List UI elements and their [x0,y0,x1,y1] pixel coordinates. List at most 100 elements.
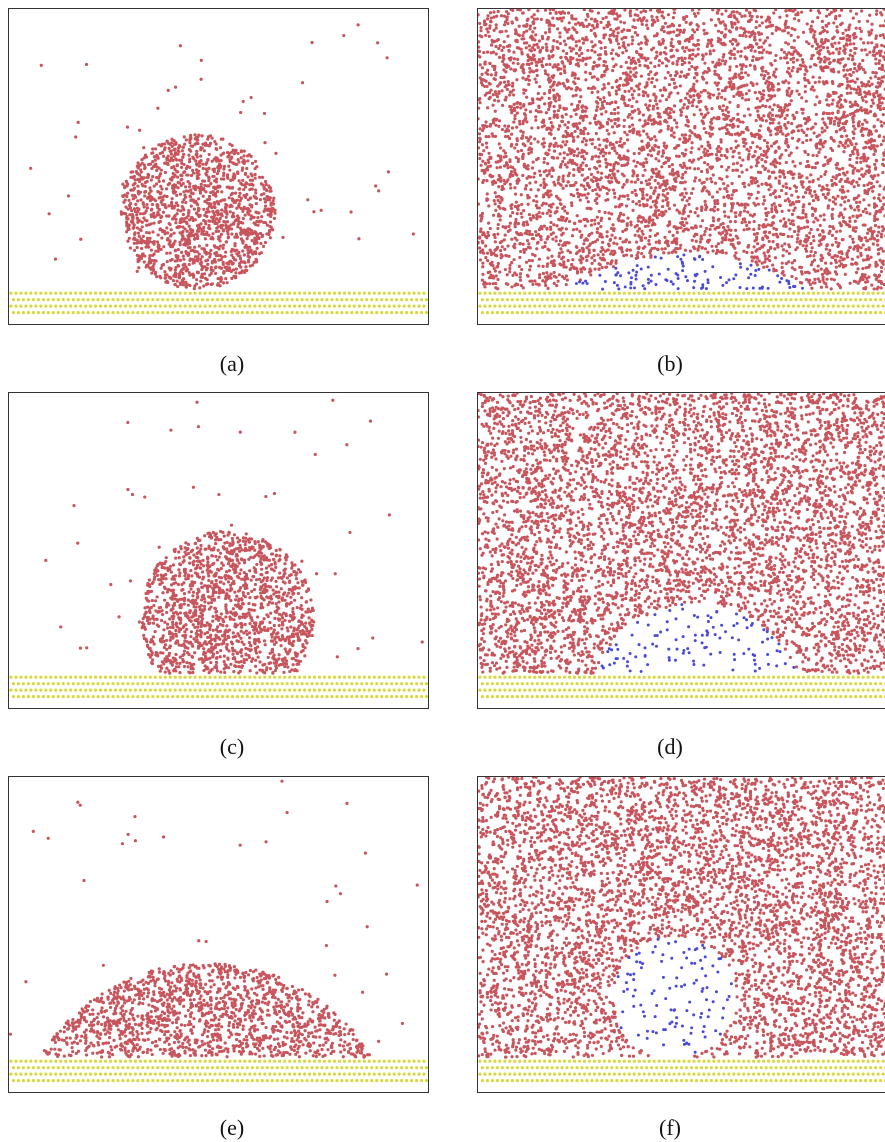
liquid-particle [839,134,843,138]
liquid-particle [207,223,211,228]
substrate-particle [253,291,257,295]
liquid-particle [151,264,155,268]
liquid-particle [153,163,157,167]
substrate-particle [312,304,317,308]
liquid-particle [528,232,532,236]
liquid-particle [664,187,668,191]
substrate-particle [51,310,55,315]
liquid-particle [790,26,794,31]
liquid-particle [245,237,249,241]
liquid-particle [157,143,161,147]
liquid-particle [525,120,529,124]
liquid-particle [234,267,239,271]
liquid-particle [177,144,182,148]
liquid-particle [486,230,490,235]
liquid-particle [496,232,500,236]
substrate-particle [821,304,825,308]
liquid-particle [498,146,503,150]
substrate-particle [360,298,364,302]
liquid-particle [671,61,675,65]
liquid-particle [870,143,874,148]
liquid-particle [565,278,569,282]
liquid-particle [197,229,201,233]
substrate-particle [233,304,237,308]
liquid-particle [630,190,634,195]
liquid-particle [185,282,189,287]
liquid-particle [525,229,529,233]
liquid-particle [731,122,735,127]
liquid-particle [240,260,245,264]
liquid-particle [602,63,606,68]
liquid-particle [770,117,774,121]
liquid-particle [622,254,626,258]
liquid-particle [882,135,885,139]
liquid-particle [565,211,569,215]
liquid-particle [215,209,219,213]
liquid-particle [699,155,703,160]
liquid-particle [589,172,594,176]
liquid-particle [219,226,223,230]
liquid-particle [752,232,757,236]
liquid-particle [207,197,212,201]
liquid-particle [614,205,618,209]
liquid-particle [188,141,192,145]
liquid-particle [771,88,775,92]
substrate-particle [108,304,113,308]
substrate-particle [575,298,579,302]
liquid-particle [132,186,137,190]
liquid-particle [528,24,533,28]
liquid-particle [705,149,710,153]
liquid-particle [529,188,533,192]
liquid-particle [591,137,595,142]
liquid-particle [536,45,540,49]
liquid-particle [871,70,875,75]
liquid-particle [555,92,559,96]
liquid-particle [724,108,728,112]
liquid-particle [863,236,868,240]
liquid-particle [688,210,693,214]
liquid-particle [543,69,547,73]
liquid-particle [533,171,537,175]
liquid-particle [598,143,602,147]
liquid-particle [172,231,176,235]
liquid-particle [724,238,728,242]
liquid-particle [218,166,222,170]
liquid-particle [267,208,272,212]
liquid-particle [234,258,238,262]
substrate-particle [684,310,689,315]
liquid-particle [839,9,844,12]
liquid-particle [778,15,782,19]
substrate-particle [841,291,845,295]
substrate-particle [874,310,878,315]
substrate-particle [679,298,684,302]
liquid-particle [735,64,739,69]
liquid-particle [589,273,593,277]
liquid-particle [511,81,515,85]
liquid-particle [159,214,164,219]
liquid-particle [721,20,725,24]
liquid-particle [693,179,697,183]
substrate-particle [372,291,376,295]
substrate-particle [330,310,334,315]
liquid-particle [821,275,825,280]
liquid-particle [230,262,234,266]
substrate-particle [186,298,190,302]
liquid-particle [555,113,559,117]
liquid-particle [179,268,183,272]
substrate-particle [620,298,624,302]
liquid-particle [619,137,623,141]
liquid-particle [160,263,164,267]
substrate-particle [176,298,180,302]
liquid-particle [159,168,163,172]
liquid-particle [716,201,720,206]
liquid-particle [578,46,583,50]
liquid-particle [602,59,606,64]
liquid-particle [832,278,836,282]
liquid-particle [226,235,231,239]
liquid-particle [679,226,683,230]
liquid-particle [793,164,797,168]
liquid-particle [185,267,190,272]
substrate-particle [717,304,721,308]
substrate-particle [263,304,267,308]
liquid-particle [532,53,536,57]
